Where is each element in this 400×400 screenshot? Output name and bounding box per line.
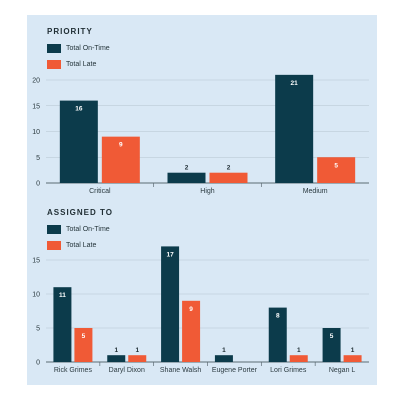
- data-label: 5: [334, 162, 338, 169]
- y-tick-label: 15: [32, 103, 40, 110]
- bar-late: [209, 172, 248, 183]
- y-tick-label: 10: [32, 129, 40, 136]
- bar-on-time: [322, 328, 341, 362]
- bar-on-time: [107, 355, 126, 362]
- bar-late: [101, 136, 140, 183]
- data-label: 17: [166, 251, 174, 258]
- data-label: 9: [189, 306, 193, 313]
- legend-swatch-on-time: [47, 225, 61, 234]
- bar-late: [74, 328, 93, 362]
- x-tick-label: High: [200, 188, 215, 195]
- y-tick-label: 0: [36, 360, 40, 367]
- data-label: 11: [59, 292, 66, 299]
- priority-bar-chart: 0 5 10 15 20 16 9 Critical 2 2 High 21 5 Medium: [32, 74, 369, 195]
- bar-on-time: [59, 100, 98, 183]
- x-tick-label: Medium: [303, 188, 328, 195]
- bar-late: [289, 355, 308, 362]
- bar-on-time: [161, 246, 180, 362]
- data-label: 16: [75, 106, 83, 113]
- data-label: 9: [119, 142, 123, 149]
- x-tick-label: Rick Grimes: [54, 367, 93, 374]
- legend-label-late: Total Late: [66, 242, 97, 249]
- data-label: 5: [82, 333, 86, 340]
- y-tick-label: 15: [32, 258, 40, 265]
- x-tick-label: Negan L: [329, 367, 356, 374]
- bar-on-time: [268, 307, 287, 362]
- x-tick-label: Lori Grimes: [270, 367, 307, 374]
- bar-on-time: [53, 287, 72, 362]
- priority-chart-title: PRIORITY: [47, 27, 93, 36]
- y-tick-label: 0: [36, 181, 40, 188]
- data-label: 1: [222, 347, 226, 354]
- x-tick-label: Daryl Dixon: [109, 367, 145, 374]
- data-label: 1: [135, 347, 139, 354]
- y-tick-label: 10: [32, 292, 40, 299]
- y-tick-label: 5: [36, 155, 40, 162]
- bar-on-time: [214, 355, 233, 362]
- legend-label-late: Total Late: [66, 61, 97, 68]
- priority-legend-on-time: Total On-Time: [47, 44, 110, 53]
- data-label: 2: [227, 165, 231, 172]
- bar-on-time: [275, 74, 314, 183]
- assigned-legend-on-time: Total On-Time: [47, 225, 110, 234]
- legend-swatch-late: [47, 60, 61, 69]
- assigned-legend-late: Total Late: [47, 241, 96, 250]
- charts-panel: [27, 15, 377, 385]
- data-label: 1: [114, 347, 118, 354]
- data-label: 5: [330, 333, 334, 340]
- priority-legend-late: Total Late: [47, 60, 96, 69]
- data-label: 2: [185, 165, 189, 172]
- bar-late: [182, 300, 201, 362]
- bar-late: [128, 355, 147, 362]
- x-tick-label: Eugene Porter: [212, 367, 258, 374]
- x-tick-label: Shane Walsh: [160, 367, 201, 374]
- assigned-chart-title: ASSIGNED TO: [47, 208, 113, 217]
- data-label: 21: [291, 80, 299, 87]
- x-tick-label: Critical: [89, 188, 111, 195]
- legend-swatch-late: [47, 241, 61, 250]
- y-tick-label: 20: [32, 78, 40, 85]
- data-label: 1: [351, 347, 355, 354]
- bar-on-time: [167, 172, 206, 183]
- legend-label-on-time: Total On-Time: [66, 226, 110, 233]
- data-label: 1: [297, 347, 301, 354]
- data-label: 8: [276, 313, 280, 320]
- legend-label-on-time: Total On-Time: [66, 45, 110, 52]
- bar-late: [343, 355, 362, 362]
- bar-late: [317, 157, 356, 183]
- y-tick-label: 5: [36, 326, 40, 333]
- legend-swatch-on-time: [47, 44, 61, 53]
